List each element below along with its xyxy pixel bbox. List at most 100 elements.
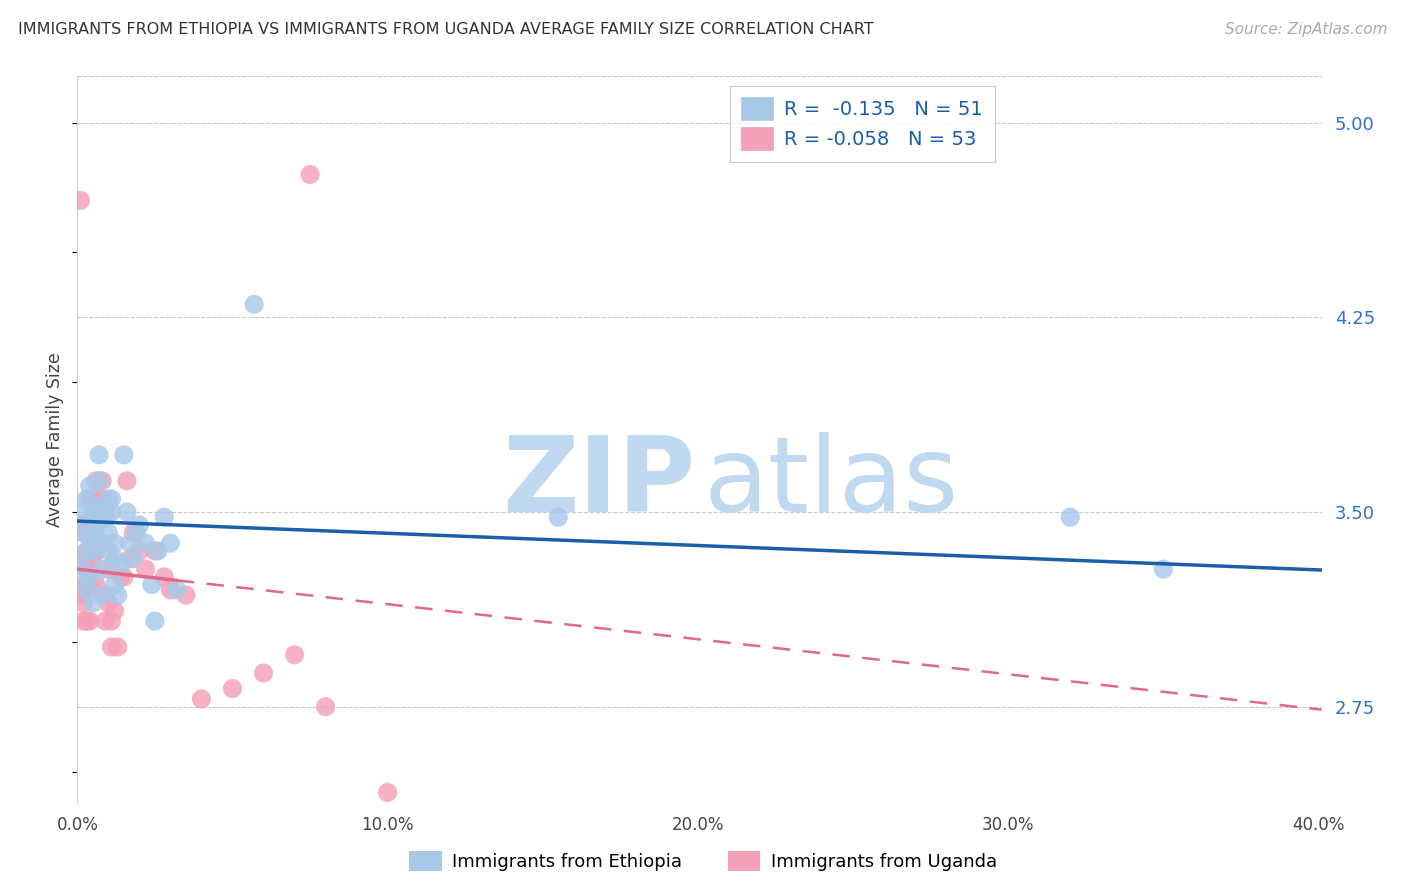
Point (69, 194, 91, 208)
Point (159, 582, 181, 597)
Point (221, 681, 243, 696)
Point (103, 536, 125, 550)
Y-axis label: Average Family Size: Average Family Size (46, 352, 65, 526)
Point (91, 491, 114, 506)
Point (143, 544, 166, 558)
Point (166, 582, 188, 597)
Point (315, 699, 337, 714)
Point (97, 544, 120, 558)
Point (91, 588, 114, 602)
Point (146, 544, 169, 558)
Point (82, 551, 104, 566)
Legend: Immigrants from Ethiopia, Immigrants from Uganda: Immigrants from Ethiopia, Immigrants fro… (402, 844, 1004, 879)
Point (72, 525, 94, 540)
Point (115, 474, 138, 488)
Point (72, 614, 94, 628)
Point (120, 551, 142, 566)
Text: IMMIGRANTS FROM ETHIOPIA VS IMMIGRANTS FROM UGANDA AVERAGE FAMILY SIZE CORRELATI: IMMIGRANTS FROM ETHIOPIA VS IMMIGRANTS F… (18, 22, 875, 37)
Point (82, 505, 104, 519)
Point (72, 596, 94, 610)
Point (122, 551, 145, 566)
Point (72, 551, 94, 566)
Point (122, 525, 145, 540)
Point (84, 518, 107, 533)
Point (91, 536, 114, 550)
Point (76, 544, 98, 558)
Point (243, 297, 266, 311)
Point (120, 536, 142, 550)
Point (84, 544, 107, 558)
Point (84, 500, 107, 514)
Point (79, 491, 101, 506)
Point (1059, 510, 1081, 524)
Point (128, 544, 150, 558)
Text: Source: ZipAtlas.com: Source: ZipAtlas.com (1225, 22, 1388, 37)
Point (72, 582, 94, 597)
Point (299, 168, 322, 182)
Point (94, 588, 117, 602)
Point (82, 596, 104, 610)
Point (79, 562, 101, 576)
Point (69, 505, 91, 519)
Point (97, 491, 120, 506)
Point (72, 570, 94, 584)
Point (283, 648, 305, 662)
Point (76, 562, 98, 576)
Point (107, 640, 129, 654)
Point (69, 557, 91, 571)
Point (547, 510, 569, 524)
Point (72, 525, 94, 540)
Point (1152, 562, 1174, 576)
Point (84, 577, 107, 591)
Legend: R =  -0.135   N = 51, R = -0.058   N = 53: R = -0.135 N = 51, R = -0.058 N = 53 (730, 86, 994, 161)
Point (79, 577, 101, 591)
Point (159, 536, 181, 550)
Point (87, 510, 110, 524)
Point (110, 557, 132, 571)
Point (87, 474, 110, 488)
Point (69, 588, 91, 602)
Point (79, 479, 101, 493)
Point (69, 557, 91, 571)
Point (82, 518, 104, 533)
Point (103, 551, 125, 566)
Point (97, 562, 120, 576)
Point (115, 505, 138, 519)
Point (135, 562, 157, 576)
Point (76, 614, 98, 628)
Point (100, 614, 122, 628)
Point (107, 588, 129, 602)
Point (112, 448, 135, 462)
Text: atlas: atlas (703, 432, 959, 534)
Point (97, 525, 120, 540)
Point (82, 544, 104, 558)
Point (97, 596, 120, 610)
Point (100, 491, 122, 506)
Point (87, 491, 110, 506)
Point (128, 518, 150, 533)
Point (91, 474, 114, 488)
Point (76, 577, 98, 591)
Point (82, 491, 104, 506)
Point (103, 577, 125, 591)
Point (174, 588, 197, 602)
Point (94, 614, 117, 628)
Point (76, 544, 98, 558)
Point (103, 604, 125, 618)
Point (84, 474, 107, 488)
Point (79, 614, 101, 628)
Point (100, 505, 122, 519)
Point (252, 665, 274, 680)
Point (190, 692, 212, 706)
Point (69, 518, 91, 533)
Point (110, 570, 132, 584)
Point (87, 448, 110, 462)
Point (79, 531, 101, 545)
Point (100, 640, 122, 654)
Point (141, 577, 163, 591)
Point (94, 510, 117, 524)
Point (84, 531, 107, 545)
Point (76, 491, 98, 506)
Point (84, 518, 107, 533)
Point (91, 562, 114, 576)
